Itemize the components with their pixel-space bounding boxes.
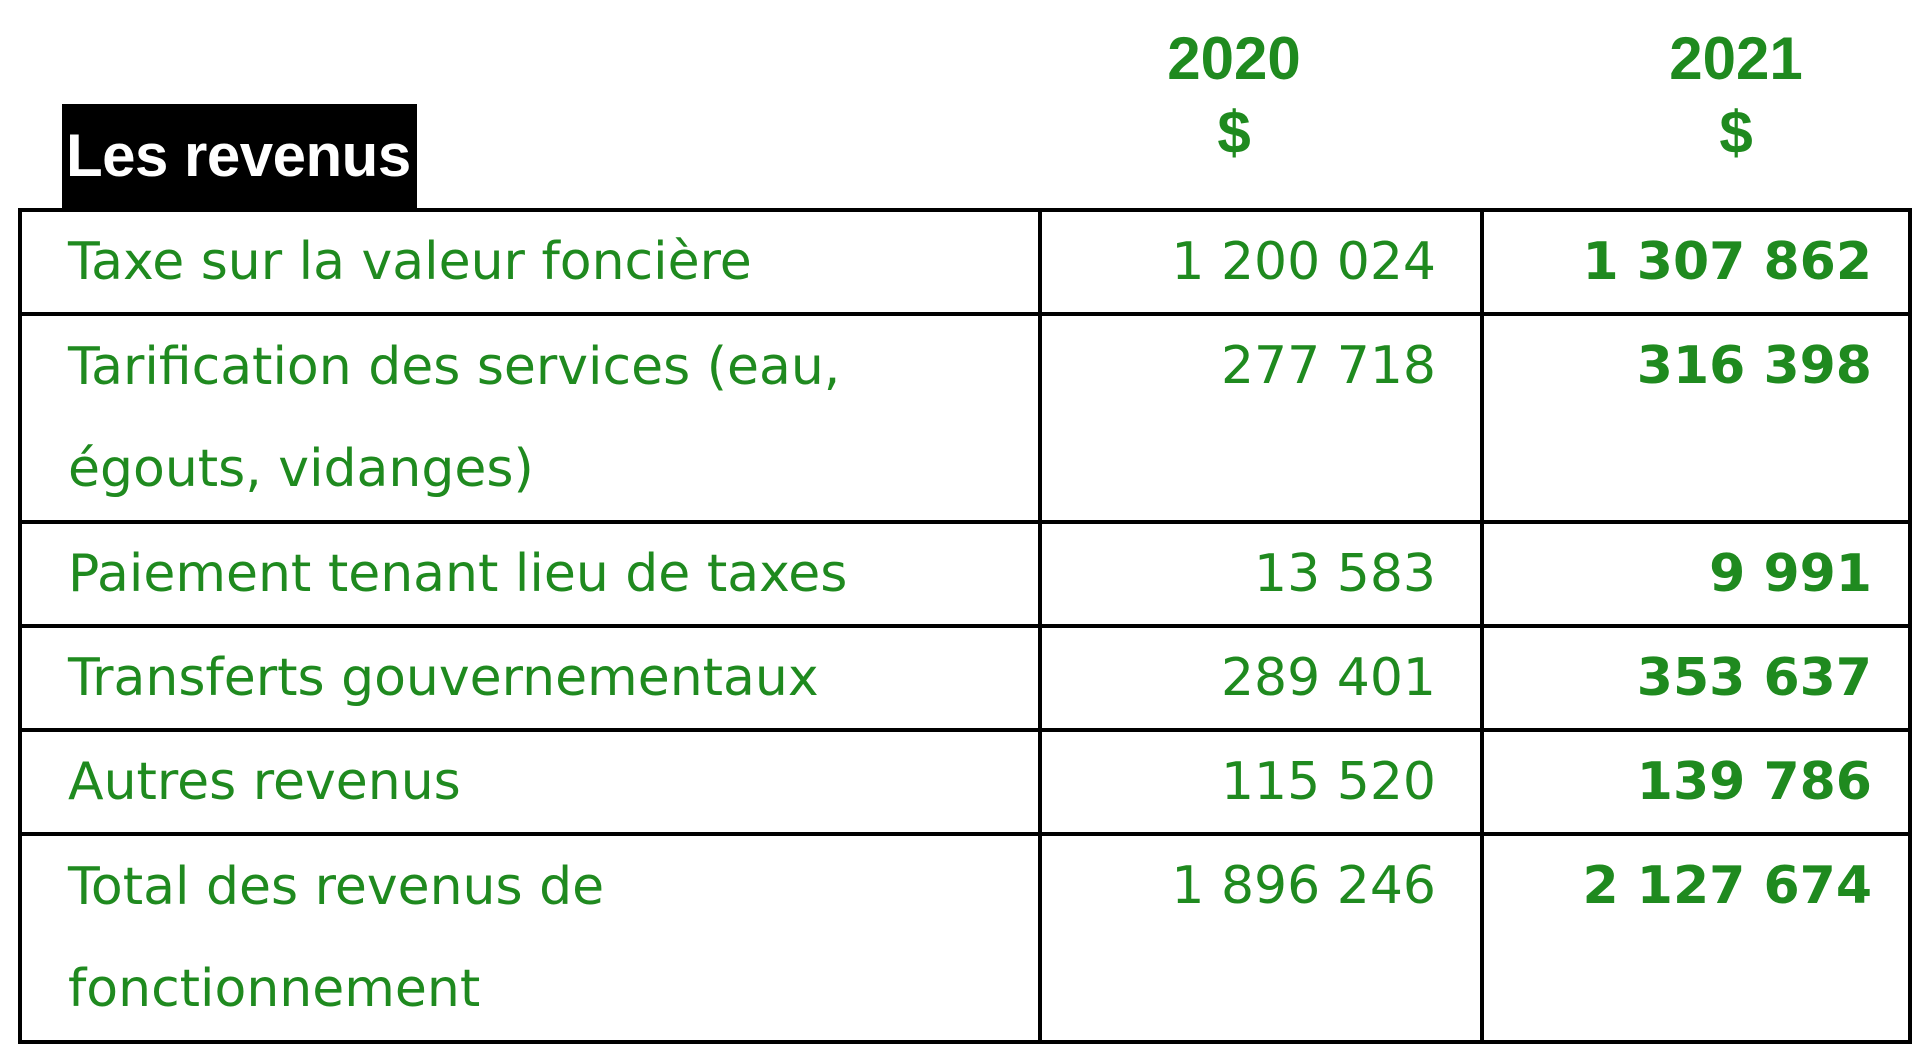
row-label: Tarification des services (eau, égouts, v… [18, 312, 1042, 524]
value-2021: 2 127 674 [1480, 832, 1912, 1044]
row-label: Taxe sur la valeur foncière [18, 208, 1042, 316]
row-label-line1: Total des revenus de [68, 857, 605, 917]
row-label-text: Paiement tenant lieu de taxes [68, 544, 848, 604]
table-row: Tarification des services (eau, égouts, v… [18, 312, 1912, 524]
table-row: Paiement tenant lieu de taxes 13 583 9 9… [18, 520, 1912, 628]
row-label: Total des revenus de fonctionnement [18, 832, 1042, 1044]
row-label-line2: égouts, vidanges) [68, 439, 534, 499]
column-unit-2020: $ [1217, 99, 1251, 166]
value-2021: 9 991 [1480, 520, 1912, 628]
row-label: Transferts gouvernementaux [18, 624, 1042, 732]
total-row: Total des revenus de fonctionnement 1 896… [18, 832, 1912, 1044]
table-title: Les revenus [62, 104, 417, 208]
value-2021: 1 307 862 [1480, 208, 1912, 316]
column-unit-2021: $ [1719, 99, 1753, 166]
value-2020: 1 200 024 [1038, 208, 1484, 316]
value-2020: 289 401 [1038, 624, 1484, 732]
row-label-text: Autres revenus [68, 752, 461, 812]
row-label-line1: Tarification des services (eau, [68, 337, 841, 397]
table-row: Autres revenus 115 520 139 786 [18, 728, 1912, 836]
row-label-text: Transferts gouvernementaux [68, 648, 819, 708]
table-row: Taxe sur la valeur foncière 1 200 024 1 … [18, 208, 1912, 316]
value-2021: 139 786 [1480, 728, 1912, 836]
value-2020: 13 583 [1038, 520, 1484, 628]
value-2021: 316 398 [1480, 312, 1912, 524]
column-header-2021: 2021 $ [1586, 22, 1886, 170]
table-row: Transferts gouvernementaux 289 401 353 6… [18, 624, 1912, 732]
column-year-2020: 2020 [1167, 25, 1301, 92]
revenue-table: Taxe sur la valeur foncière 1 200 024 1 … [18, 208, 1912, 1044]
row-label-text: Taxe sur la valeur foncière [68, 232, 752, 292]
column-year-2021: 2021 [1669, 25, 1803, 92]
value-2021: 353 637 [1480, 624, 1912, 732]
row-label: Paiement tenant lieu de taxes [18, 520, 1042, 628]
row-label: Autres revenus [18, 728, 1042, 836]
value-2020: 277 718 [1038, 312, 1484, 524]
row-label-line2: fonctionnement [68, 959, 481, 1019]
value-2020: 115 520 [1038, 728, 1484, 836]
column-header-2020: 2020 $ [1084, 22, 1384, 170]
value-2020: 1 896 246 [1038, 832, 1484, 1044]
